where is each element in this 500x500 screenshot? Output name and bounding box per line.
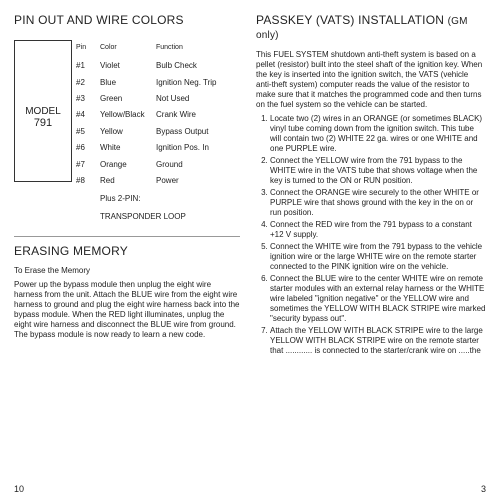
pin: #6 [76,140,98,156]
pin-func: Ignition Neg. Trip [156,75,216,91]
pin-color: White [100,140,154,156]
pin: #7 [76,156,98,172]
section-divider [14,236,240,237]
pin: #2 [76,75,98,91]
pin-extra: TRANSPONDER LOOP [100,207,216,225]
pinout-block: MODEL 791 Pin Color Function #1VioletBul… [14,40,240,226]
pin-color: Blue [100,75,154,91]
pin: #4 [76,107,98,123]
pin: #8 [76,173,98,189]
pin-color: Yellow/Black [100,107,154,123]
list-item: Locate two (2) wires in an ORANGE (or so… [270,114,486,154]
pin-func: Bypass Output [156,124,216,140]
hdr-color: Color [100,40,154,55]
erase-body: Power up the bypass module then unplug t… [14,280,240,340]
pin-func: Power [156,173,216,189]
pin-color: Violet [100,58,154,74]
pinout-heading: PIN OUT AND WIRE COLORS [14,14,240,28]
model-box: MODEL 791 [14,40,72,182]
passkey-heading-main: PASSKEY (VATS) INSTALLATION [256,13,448,27]
pin-extra: Plus 2-PIN: [100,189,216,207]
pin-func: Not Used [156,91,216,107]
page-number-left: 10 [14,484,24,494]
pin-color: Red [100,173,154,189]
pin-func: Ignition Pos. In [156,140,216,156]
model-number: 791 [34,117,52,129]
pin-func: Bulb Check [156,58,216,74]
list-item: Attach the YELLOW WITH BLACK STRIPE wire… [270,326,486,356]
page-number-right: 3 [481,484,486,494]
pin-func: Ground [156,156,216,172]
list-item: Connect the BLUE wire to the center WHIT… [270,274,486,324]
hdr-func: Function [156,40,216,55]
passkey-intro: This FUEL SYSTEM shutdown anti-theft sys… [256,50,486,110]
pin-color: Orange [100,156,154,172]
pin-func: Crank Wire [156,107,216,123]
list-item: Connect the WHITE wire from the 791 bypa… [270,242,486,272]
right-column: PASSKEY (VATS) INSTALLATION (GM only) Th… [250,14,486,492]
list-item: Connect the RED wire from the 791 bypass… [270,220,486,240]
pin-table: Pin Color Function #1VioletBulb Check #2… [76,40,216,226]
passkey-heading: PASSKEY (VATS) INSTALLATION (GM only) [256,14,486,42]
erase-heading: ERASING MEMORY [14,245,240,259]
pin: #1 [76,58,98,74]
passkey-steps: Locate two (2) wires in an ORANGE (or so… [256,114,486,358]
list-item: Connect the ORANGE wire securely to the … [270,188,486,218]
hdr-pin: Pin [76,40,98,55]
list-item: Connect the YELLOW wire from the 791 byp… [270,156,486,186]
pin: #3 [76,91,98,107]
pin-color: Green [100,91,154,107]
pin-color: Yellow [100,124,154,140]
model-label: MODEL [25,106,61,117]
left-column: PIN OUT AND WIRE COLORS MODEL 791 Pin Co… [14,14,250,492]
erase-subhead: To Erase the Memory [14,266,240,276]
pin: #5 [76,124,98,140]
